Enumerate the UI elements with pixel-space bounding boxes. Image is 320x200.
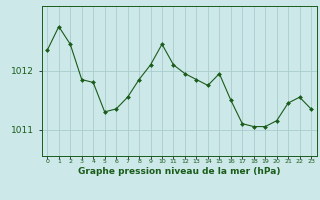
X-axis label: Graphe pression niveau de la mer (hPa): Graphe pression niveau de la mer (hPa) [78, 167, 280, 176]
